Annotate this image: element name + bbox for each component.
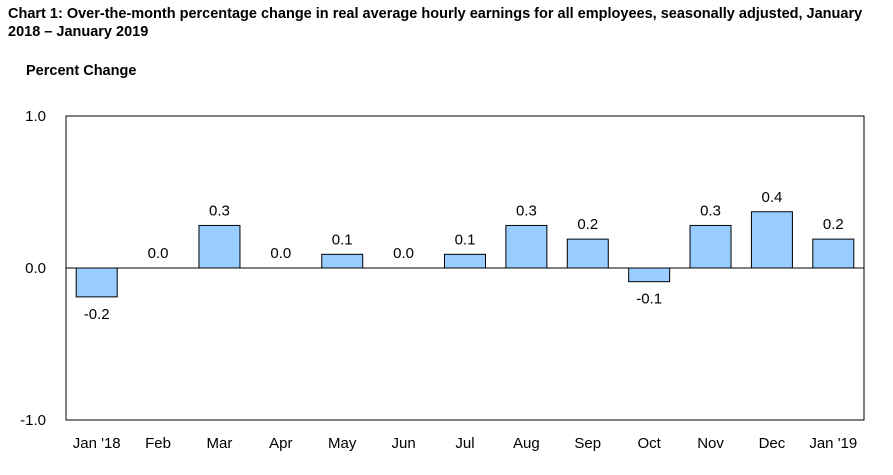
x-tick-label: May [328, 435, 357, 452]
bar [75, 267, 118, 298]
data-label: -0.2 [84, 306, 110, 323]
bar [750, 211, 793, 269]
y-axis-label: Percent Change [26, 63, 137, 79]
bar [321, 253, 364, 269]
x-tick-label: Apr [269, 435, 292, 452]
bar [444, 253, 486, 269]
bar [812, 238, 855, 269]
bar [689, 224, 732, 269]
data-label: -0.1 [636, 291, 662, 308]
x-tick-label: Jan '18 [73, 435, 121, 452]
bar [566, 238, 609, 269]
x-tick-label: Aug [513, 435, 540, 452]
data-label: 0.0 [393, 245, 414, 262]
x-tick-label: Nov [697, 435, 724, 452]
x-tick-label: Mar [207, 435, 233, 452]
bar [198, 224, 241, 269]
data-label: 0.2 [577, 216, 598, 233]
data-label: 0.3 [209, 202, 230, 219]
x-tick-label: Jun [392, 435, 416, 452]
data-label: 0.0 [270, 245, 291, 262]
chart-title: Chart 1: Over-the-month percentage chang… [8, 6, 863, 40]
data-label: 0.1 [455, 231, 476, 248]
y-tick-label: -1.0 [20, 412, 46, 429]
data-label: 0.3 [516, 202, 537, 219]
x-tick-label: Sep [574, 435, 601, 452]
x-tick-label: Jan '19 [809, 435, 857, 452]
x-tick-label: Dec [759, 435, 786, 452]
data-label: 0.4 [761, 189, 782, 206]
x-tick-label: Feb [145, 435, 171, 452]
data-label: 0.2 [823, 216, 844, 233]
bar [505, 224, 548, 269]
data-label: 0.0 [148, 245, 169, 262]
y-tick-label: 0.0 [25, 260, 46, 277]
bar [628, 267, 671, 283]
y-tick-label: 1.0 [25, 108, 46, 125]
x-tick-label: Jul [455, 435, 474, 452]
x-tick-label: Oct [637, 435, 661, 452]
data-label: 0.3 [700, 202, 721, 219]
data-label: 0.1 [332, 231, 353, 248]
